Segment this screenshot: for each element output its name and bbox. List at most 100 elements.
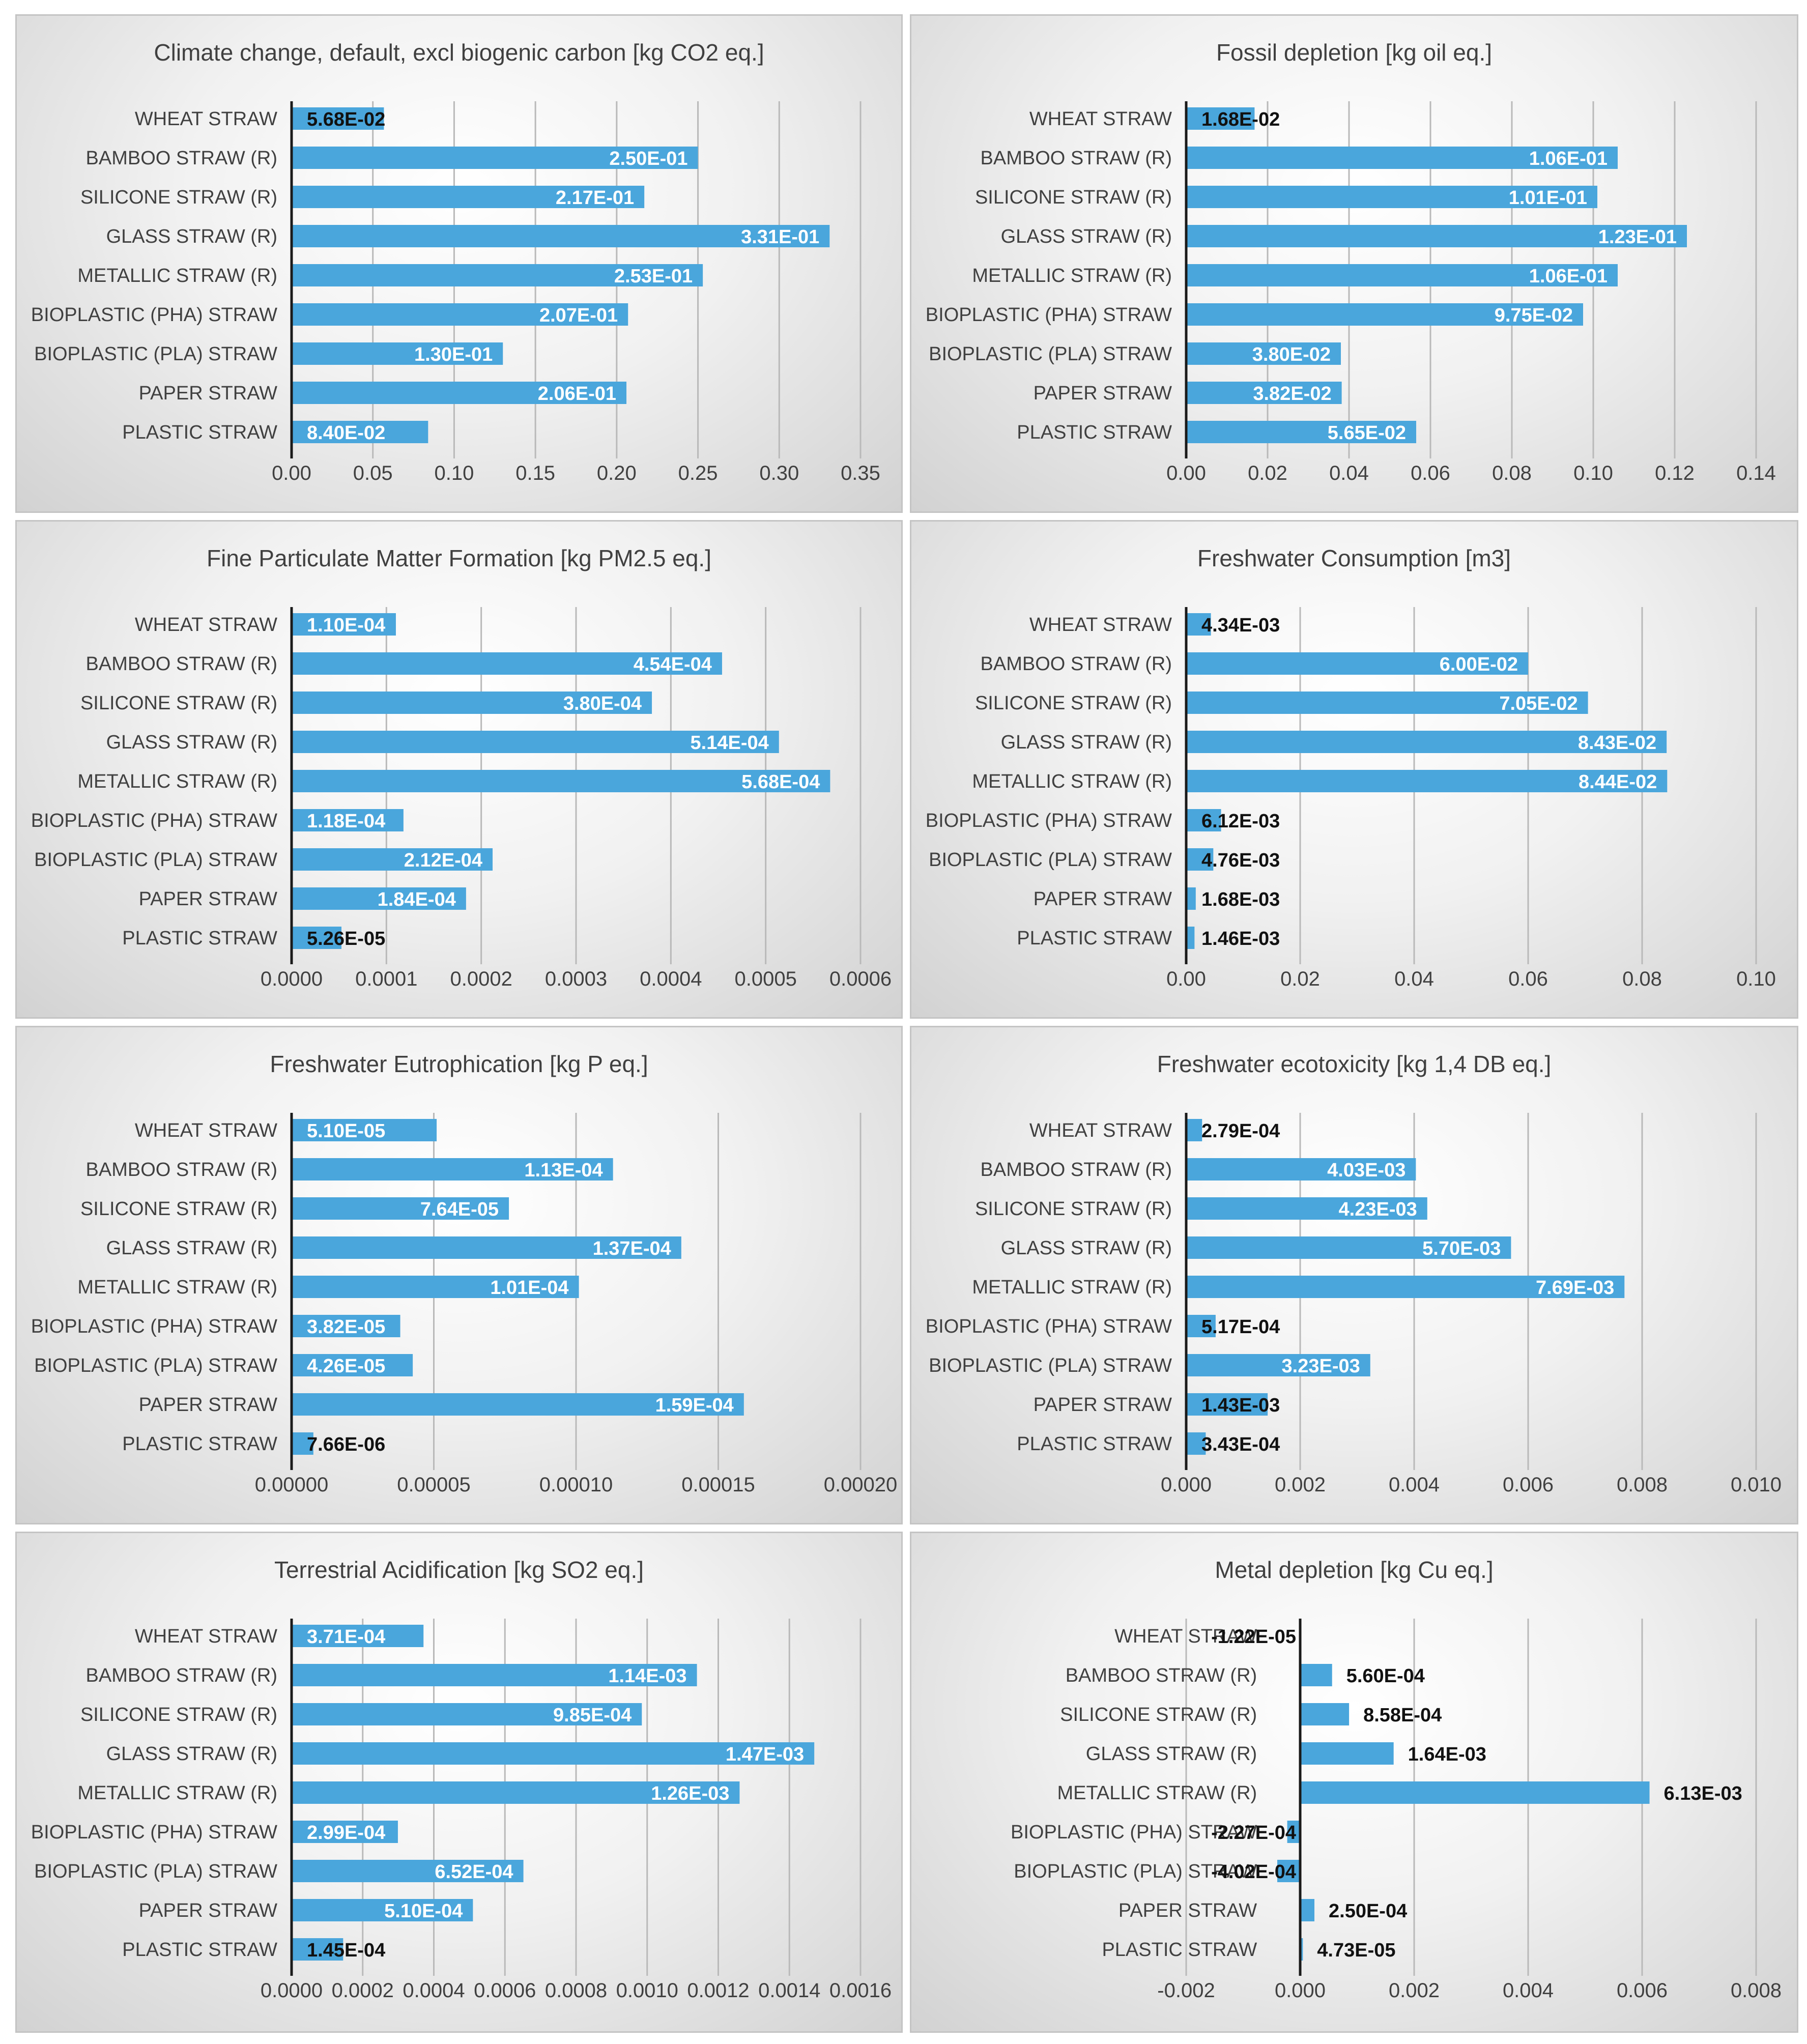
bar xyxy=(292,1625,424,1647)
chart-svg: Freshwater Eutrophication [kg P eq.] 0.00… xyxy=(31,1051,898,1496)
category-label: SILICONE STRAW (R) xyxy=(80,187,277,208)
chart-svg: Fine Particulate Matter Formation [kg PM… xyxy=(31,545,892,990)
category-label: BIOPLASTIC (PLA) STRAW xyxy=(34,343,277,365)
data-label: 5.17E-04 xyxy=(1201,1316,1280,1338)
data-label: 1.43E-03 xyxy=(1201,1395,1280,1416)
bar xyxy=(292,809,404,831)
x-tick-label: 0.006 xyxy=(1617,1979,1668,2002)
chart-title: Freshwater ecotoxicity [kg 1,4 DB eq.] xyxy=(1157,1051,1552,1077)
chart-panel-particulate-matter: Fine Particulate Matter Formation [kg PM… xyxy=(15,520,903,1019)
x-tick-label: 0.00 xyxy=(1166,462,1206,484)
category-label: GLASS STRAW (R) xyxy=(1001,1237,1172,1259)
bar xyxy=(292,1899,473,1921)
bar xyxy=(292,1393,744,1416)
data-label: 8.43E-02 xyxy=(1578,732,1656,754)
x-tick-label: 0.06 xyxy=(1508,968,1548,990)
x-tick-label: 0.00 xyxy=(272,462,311,484)
chart-svg: Freshwater ecotoxicity [kg 1,4 DB eq.] 0.… xyxy=(926,1051,1782,1496)
data-label: 5.26E-05 xyxy=(307,928,385,949)
x-tick-label: 0.35 xyxy=(841,462,880,484)
data-label: 6.00E-02 xyxy=(1440,654,1518,675)
data-label: 3.82E-02 xyxy=(1253,383,1331,405)
x-tick-label: 0.004 xyxy=(1503,1979,1554,2002)
x-tick-label: 0.0002 xyxy=(450,968,512,990)
x-tick-label: 0.0003 xyxy=(545,968,607,990)
bar xyxy=(1300,1742,1394,1765)
category-label: METALLIC STRAW (R) xyxy=(77,1277,277,1298)
data-label: 4.34E-03 xyxy=(1201,615,1280,636)
bar xyxy=(1186,382,1342,404)
data-label: 5.10E-04 xyxy=(384,1901,463,1922)
bar xyxy=(292,1742,815,1765)
x-tick-label: -0.002 xyxy=(1157,1979,1215,2002)
data-label: 1.14E-03 xyxy=(608,1665,686,1687)
data-label: -1.22E-05 xyxy=(1211,1626,1296,1648)
category-label: METALLIC STRAW (R) xyxy=(972,771,1172,792)
chart-panel-freshwater-consumption: Freshwater Consumption [m3] 0.00 0.02 0.04 0… xyxy=(910,520,1798,1019)
bar xyxy=(292,1664,697,1686)
x-tick-label: 0.008 xyxy=(1731,1979,1782,2002)
data-label: 1.37E-04 xyxy=(593,1238,671,1259)
category-label: GLASS STRAW (R) xyxy=(106,1743,277,1765)
bar xyxy=(292,1119,437,1141)
category-label: PAPER STRAW xyxy=(1118,1900,1257,1921)
chart-svg: Metal depletion [kg Cu eq.] -0.002 0.000 0.… xyxy=(1011,1557,1782,2002)
x-tick-label: 0.0006 xyxy=(474,1979,536,2002)
category-label: BAMBOO STRAW (R) xyxy=(86,1159,277,1181)
data-label: 5.68E-04 xyxy=(741,771,820,793)
data-label: 1.06E-01 xyxy=(1529,148,1608,169)
bar xyxy=(1186,1432,1206,1455)
data-label: 2.50E-04 xyxy=(1329,1901,1407,1922)
x-tick-label: 0.010 xyxy=(1731,1474,1782,1496)
data-label: 6.12E-03 xyxy=(1201,811,1280,832)
category-label: BAMBOO STRAW (R) xyxy=(86,1665,277,1686)
bar xyxy=(292,613,396,636)
bar xyxy=(292,927,342,949)
x-tick-label: 0.08 xyxy=(1622,968,1662,990)
chart-svg: Terrestrial Acidification [kg SO2 eq.] 0.… xyxy=(31,1557,892,2002)
data-label: 2.12E-04 xyxy=(404,850,482,871)
bar xyxy=(292,770,830,792)
chart-title: Freshwater Eutrophication [kg P eq.] xyxy=(270,1051,648,1077)
bar xyxy=(1186,652,1528,675)
category-label: GLASS STRAW (R) xyxy=(1001,226,1172,247)
bar xyxy=(292,1860,524,1882)
bar xyxy=(1186,303,1583,326)
x-tick-label: 0.002 xyxy=(1275,1474,1326,1496)
data-label: 2.07E-01 xyxy=(539,305,618,326)
data-label: 8.58E-04 xyxy=(1363,1705,1442,1726)
bar xyxy=(1186,770,1668,792)
bar xyxy=(1186,692,1588,714)
category-label: BIOPLASTIC (PLA) STRAW xyxy=(34,1861,277,1882)
category-label: WHEAT STRAW xyxy=(135,1626,277,1647)
category-label: BAMBOO STRAW (R) xyxy=(981,148,1172,169)
bar xyxy=(292,1703,642,1725)
bar xyxy=(292,186,645,208)
category-label: PLASTIC STRAW xyxy=(122,422,277,443)
data-label: 3.82E-05 xyxy=(307,1316,385,1338)
data-label: 3.71E-04 xyxy=(307,1626,385,1648)
category-label: BIOPLASTIC (PHA) STRAW xyxy=(31,810,277,831)
bar xyxy=(1186,848,1214,871)
x-tick-label: 0.30 xyxy=(759,462,799,484)
x-tick-label: 0.10 xyxy=(1736,968,1776,990)
data-label: 1.68E-02 xyxy=(1201,109,1280,130)
category-label: SILICONE STRAW (R) xyxy=(80,693,277,714)
bar xyxy=(292,1938,343,1961)
data-label: 1.26E-03 xyxy=(651,1783,729,1804)
x-tick-label: 0.000 xyxy=(1275,1979,1326,2002)
category-label: BIOPLASTIC (PLA) STRAW xyxy=(929,343,1172,365)
data-label: 6.52E-04 xyxy=(435,1861,513,1883)
data-label: 1.13E-04 xyxy=(524,1160,603,1181)
category-label: BIOPLASTIC (PHA) STRAW xyxy=(31,1822,277,1843)
bar xyxy=(292,1236,681,1259)
x-tick-label: 0.0016 xyxy=(829,1979,892,2002)
category-label: SILICONE STRAW (R) xyxy=(1060,1704,1257,1725)
category-label: METALLIC STRAW (R) xyxy=(77,771,277,792)
category-label: PAPER STRAW xyxy=(1034,888,1172,910)
data-label: 2.17E-01 xyxy=(556,187,634,209)
category-label: BAMBOO STRAW (R) xyxy=(86,653,277,675)
chart-panel-climate-change: Climate change, default, excl biogenic c… xyxy=(15,14,903,513)
category-label: PAPER STRAW xyxy=(139,383,277,404)
